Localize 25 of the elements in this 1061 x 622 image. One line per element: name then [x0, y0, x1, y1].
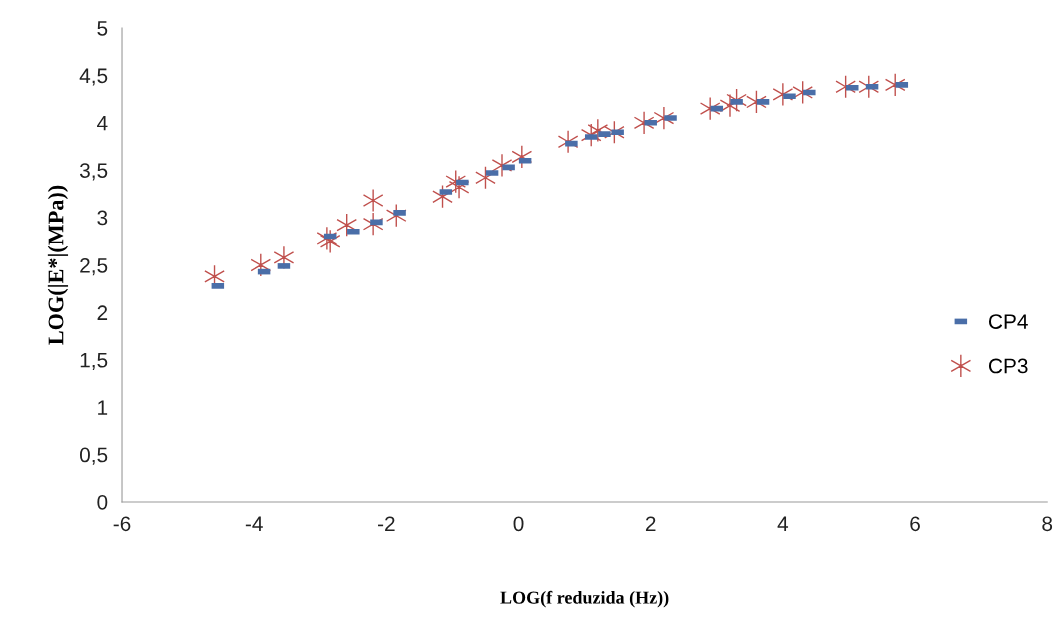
- y-tick-label: 3: [97, 210, 108, 226]
- point: [699, 96, 721, 121]
- x-tick-label: 2: [645, 516, 656, 531]
- x-tick-label: -4: [245, 516, 263, 531]
- y-tick-label: 3,5: [79, 163, 108, 181]
- x-tick-label: 6: [910, 516, 920, 532]
- y-tick-label: 0,5: [79, 447, 108, 465]
- x-tick-label: 8: [1042, 516, 1053, 532]
- y-tick-label: 2,5: [80, 257, 108, 276]
- y-tick-label: 1,5: [80, 352, 108, 370]
- legend-label: CP4: [988, 314, 1028, 329]
- y-tick-label: 0: [97, 494, 108, 510]
- x-tick-label: -2: [378, 516, 395, 531]
- y-tick-label: 4: [97, 116, 108, 131]
- point: [362, 188, 384, 213]
- x-tick-label: 0: [513, 516, 524, 532]
- y-axis-title: LOG(|E*|(MPa)): [47, 185, 69, 345]
- x-axis-title: LOG(f reduzida (Hz)): [500, 590, 669, 608]
- y-tick-label: 1: [98, 400, 108, 415]
- y-tick-label: 4,5: [79, 68, 108, 86]
- x-tick-label: -6: [113, 516, 131, 532]
- y-tick-label: 2: [97, 305, 108, 320]
- legend-label: CP3: [988, 358, 1028, 374]
- x-tick-label: 4: [777, 516, 789, 531]
- y-tick-label: 5: [97, 21, 108, 36]
